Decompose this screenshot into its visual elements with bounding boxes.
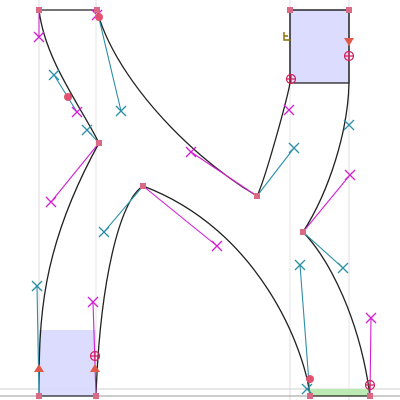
curve-points <box>64 13 376 391</box>
cross-handle-icon[interactable] <box>365 312 377 324</box>
square-point-icon[interactable] <box>36 7 42 13</box>
triangle-start-icon[interactable] <box>34 364 44 372</box>
square-point-icon[interactable] <box>287 7 293 13</box>
handle-markers <box>31 9 377 395</box>
square-point-icon[interactable] <box>367 393 373 399</box>
handle-line <box>92 301 97 397</box>
cross-handle-icon[interactable] <box>301 383 313 395</box>
cross-handle-icon[interactable] <box>33 31 45 43</box>
cross-handle-icon[interactable] <box>283 104 295 116</box>
circled-plus-icon[interactable] <box>364 379 376 391</box>
baseline-band <box>310 389 370 396</box>
handle-line <box>256 147 295 197</box>
circled-plus-icon[interactable] <box>285 73 297 85</box>
triangle-start-icon[interactable] <box>90 364 100 372</box>
cross-handle-icon[interactable] <box>288 142 300 154</box>
cross-handle-icon[interactable] <box>45 196 57 208</box>
selection-box-top-right <box>290 10 349 83</box>
cross-handle-icon[interactable] <box>48 69 60 81</box>
handle-line <box>302 231 344 269</box>
circle-point-icon[interactable] <box>306 375 314 383</box>
selection-box-bottom-left <box>39 330 96 396</box>
corner-points <box>36 7 373 399</box>
cross-handle-icon[interactable] <box>98 226 110 238</box>
square-point-icon[interactable] <box>93 393 99 399</box>
cross-handle-icon[interactable] <box>294 259 306 271</box>
square-point-icon[interactable] <box>96 140 102 146</box>
cross-handle-icon[interactable] <box>115 105 127 117</box>
square-point-icon[interactable] <box>94 7 100 13</box>
triangle-start-icon[interactable] <box>344 38 354 46</box>
circled-plus-icon[interactable] <box>343 50 355 62</box>
circle-point-icon[interactable] <box>95 13 103 21</box>
square-point-icon[interactable] <box>300 229 306 235</box>
cross-handle-icon[interactable] <box>31 280 43 292</box>
cross-handle-icon[interactable] <box>81 124 93 136</box>
cross-handle-icon[interactable] <box>211 240 223 252</box>
cross-handle-icon[interactable] <box>185 146 197 158</box>
handle-line <box>103 185 144 233</box>
glyph-outline[interactable] <box>38 9 371 397</box>
hook-marker-icon[interactable] <box>283 32 291 41</box>
square-point-icon[interactable] <box>307 393 313 399</box>
handle-line <box>96 9 122 112</box>
handle-line <box>142 185 218 247</box>
square-point-icon[interactable] <box>36 393 42 399</box>
square-point-icon[interactable] <box>254 193 260 199</box>
cross-handle-icon[interactable] <box>87 296 99 308</box>
square-point-icon[interactable] <box>140 183 146 189</box>
top-right-contour[interactable] <box>289 9 350 84</box>
cross-handle-icon[interactable] <box>343 119 355 131</box>
handle-line <box>302 174 351 233</box>
circle-point-icon[interactable] <box>64 93 72 101</box>
square-point-icon[interactable] <box>346 7 352 13</box>
circled-plus-icon[interactable] <box>89 350 101 362</box>
handle-line <box>50 142 100 203</box>
handle-line <box>299 264 311 397</box>
cross-handle-icon[interactable] <box>344 169 356 181</box>
handle-line <box>36 285 40 397</box>
cross-handle-icon[interactable] <box>71 106 83 118</box>
start-point-markers <box>34 38 354 372</box>
control-handles <box>36 9 372 397</box>
handle-line <box>53 74 78 113</box>
cross-handle-icon[interactable] <box>337 262 349 274</box>
handle-line <box>190 151 258 197</box>
